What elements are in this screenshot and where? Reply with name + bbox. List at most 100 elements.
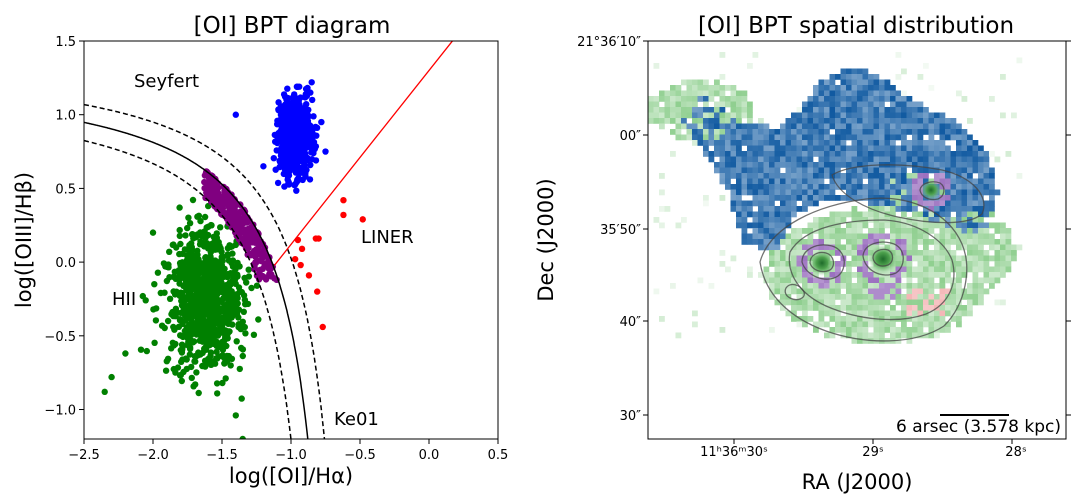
map-pixel [950, 294, 957, 300]
map-pixel [769, 228, 775, 234]
map-pixel [851, 101, 858, 108]
map-pixel [1005, 261, 1012, 267]
map-pixel [901, 283, 907, 289]
map-pixel [890, 277, 896, 284]
map-pixel [857, 79, 863, 86]
map-pixel [890, 134, 896, 141]
map-pixel [846, 134, 852, 141]
map-pixel [912, 195, 918, 201]
map-pixel [818, 107, 825, 113]
hii-point [245, 273, 253, 280]
map-pixel [945, 184, 951, 190]
map-pixel [648, 118, 654, 124]
map-pixel [807, 299, 814, 306]
map-pixel [846, 327, 852, 333]
map-pixel [664, 112, 671, 119]
map-pixel [829, 90, 836, 97]
map-pixel [956, 310, 962, 317]
map-pixel [950, 184, 957, 190]
hii-point [223, 334, 231, 341]
map-pixel [846, 173, 852, 179]
hii-point [224, 357, 231, 364]
map-pixel [741, 217, 748, 223]
map-pixel [840, 184, 847, 190]
hii-point [234, 259, 241, 267]
map-pixel [978, 299, 984, 306]
map-pixel [901, 327, 907, 333]
hii-point [250, 331, 258, 338]
map-pixel [818, 79, 825, 86]
map-pixel [703, 112, 709, 119]
map-pixel [758, 233, 764, 240]
map-pixel [758, 118, 764, 124]
map-pixel [928, 211, 935, 218]
map-pixel [901, 107, 907, 113]
map-pixel [785, 239, 792, 245]
map-pixel [708, 118, 715, 124]
composite-point [248, 224, 255, 231]
map-pixel [840, 261, 847, 267]
hii-point [193, 305, 201, 313]
map-pixel [862, 156, 869, 163]
hii-point [101, 388, 108, 396]
map-pixel [1011, 112, 1017, 119]
hii-point [183, 324, 190, 331]
map-pixel [950, 299, 957, 306]
map-pixel [758, 244, 764, 251]
map-pixel [747, 63, 753, 69]
map-pixel [846, 332, 852, 339]
map-pixel [890, 123, 896, 130]
map-pixel [945, 310, 951, 317]
map-pixel [879, 96, 885, 102]
map-pixel [895, 189, 902, 196]
map-pixel [725, 85, 731, 91]
seyfert-point [285, 149, 292, 156]
map-pixel [736, 156, 742, 163]
map-pixel [906, 173, 913, 179]
map-pixel [813, 189, 819, 196]
hii-point [232, 412, 239, 419]
map-pixel [895, 101, 902, 108]
map-pixel [813, 134, 819, 141]
map-pixel [895, 233, 902, 240]
map-pixel [780, 250, 786, 256]
map-pixel [928, 332, 935, 339]
map-pixel [934, 156, 940, 163]
map-pixel [1016, 244, 1023, 251]
hii-point [234, 271, 241, 278]
map-pixel [923, 272, 929, 278]
map-pixel [824, 233, 830, 240]
map-pixel [873, 145, 880, 152]
map-pixel [978, 189, 984, 196]
map-pixel [906, 332, 913, 339]
map-pixel [719, 129, 726, 135]
map-pixel [747, 101, 753, 108]
map-pixel [868, 244, 874, 251]
map-pixel [890, 206, 896, 212]
map-pixel [912, 272, 918, 278]
map-pixel [912, 173, 918, 179]
map-pixel [967, 206, 973, 212]
map-pixel [895, 118, 902, 124]
map-pixel [741, 107, 748, 113]
map-pixel [802, 283, 808, 289]
map-pixel [785, 184, 792, 190]
map-pixel [780, 272, 786, 278]
hii-point [153, 305, 160, 312]
x-tick-label: −0.5 [344, 448, 376, 463]
map-pixel [1000, 255, 1006, 262]
map-pixel [736, 107, 742, 113]
map-pixel [708, 85, 715, 91]
map-pixel [802, 134, 808, 141]
map-pixel [901, 145, 907, 152]
map-pixel [967, 266, 973, 273]
map-pixel [961, 239, 968, 245]
map-pixel [967, 162, 973, 168]
map-pixel [912, 112, 918, 119]
composite-point [262, 276, 270, 283]
map-pixel [945, 277, 951, 284]
map-pixel [697, 107, 704, 113]
map-pixel [862, 316, 869, 322]
hii-point [205, 257, 212, 265]
map-pixel [967, 118, 973, 124]
